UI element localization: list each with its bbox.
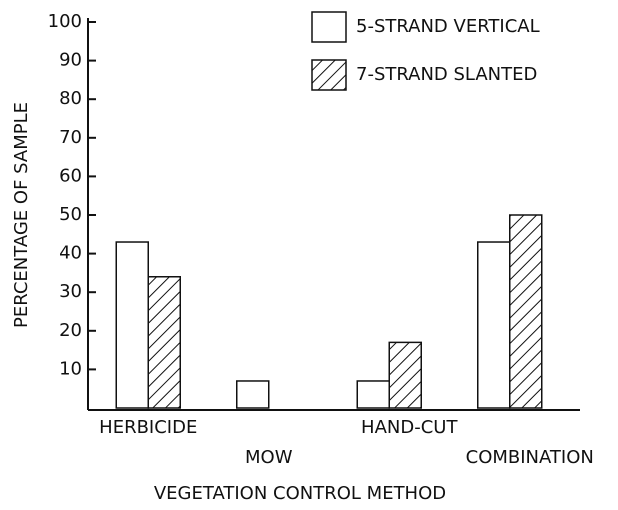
x-axis-title: VEGETATION CONTROL METHOD <box>154 483 446 504</box>
bar <box>147 276 181 409</box>
x-tick-label: MOW <box>245 447 293 468</box>
x-tick-label: HAND-CUT <box>361 417 458 438</box>
bar <box>477 241 511 409</box>
bar <box>509 214 543 409</box>
y-tick-label: 60 <box>59 165 82 186</box>
y-tick-label: 10 <box>59 358 82 379</box>
legend-label: 7-STRAND SLANTED <box>356 64 537 85</box>
y-axis-title: PERCENTAGE OF SAMPLE <box>11 102 32 328</box>
bar <box>236 380 270 409</box>
legend-swatch <box>311 11 347 43</box>
y-tick-label: 90 <box>59 50 82 71</box>
y-tick-label: 50 <box>59 204 82 225</box>
x-tick-label: COMBINATION <box>466 447 594 468</box>
bar <box>388 341 422 409</box>
y-tick-label: 20 <box>59 320 82 341</box>
y-tick-label: 70 <box>59 127 82 148</box>
legend-label: 5-STRAND VERTICAL <box>356 16 540 37</box>
y-tick-label: 80 <box>59 88 82 109</box>
x-tick-label: HERBICIDE <box>99 417 197 438</box>
y-tick-label: 40 <box>59 243 82 264</box>
bar <box>356 380 390 409</box>
bar <box>115 241 149 409</box>
y-tick-label: 30 <box>59 281 82 302</box>
legend-swatch <box>311 59 347 91</box>
y-tick-label: 100 <box>48 11 82 32</box>
